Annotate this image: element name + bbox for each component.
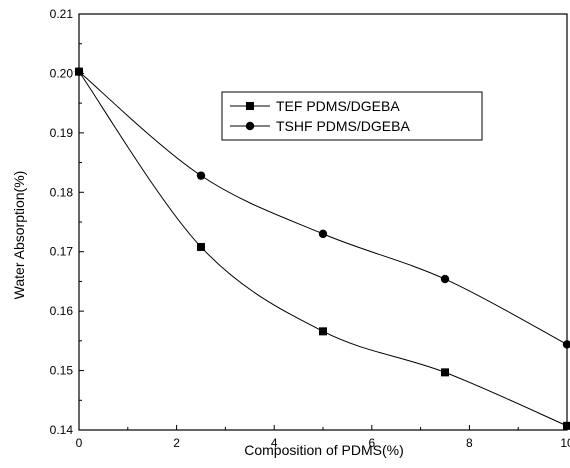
data-point-square [563, 421, 570, 430]
x-tick-label: 2 [173, 436, 180, 450]
y-tick-label: 0.17 [50, 245, 74, 259]
y-tick-label: 0.18 [50, 185, 74, 199]
legend-label: TEF PDMS/DGEBA [276, 98, 400, 114]
legend-entry: TSHF PDMS/DGEBA [230, 118, 410, 134]
x-tick-label: 0 [76, 436, 83, 450]
data-point-circle [74, 67, 84, 76]
x-tick-label: 10 [560, 436, 570, 450]
series-line [78, 71, 568, 427]
data-point-circle [440, 274, 450, 284]
legend: TEF PDMS/DGEBA TSHF PDMS/DGEBA [221, 91, 483, 141]
data-point-square [197, 242, 205, 251]
legend-marker [245, 121, 255, 131]
y-tick-label: 0.15 [50, 364, 74, 378]
series-layer [74, 67, 570, 430]
data-point-circle [318, 229, 328, 239]
legend-entry: TEF PDMS/DGEBA [230, 98, 400, 114]
data-point-square [441, 368, 449, 377]
legend-box [221, 91, 483, 141]
data-point-circle [562, 340, 570, 349]
y-tick-label: 0.19 [50, 126, 74, 140]
y-tick-label: 0.14 [50, 423, 74, 437]
y-tick-label: 0.21 [50, 7, 74, 21]
y-axis-title: Water Absorption(%) [11, 171, 27, 300]
y-tick-label: 0.16 [50, 304, 74, 318]
x-tick-label: 6 [368, 436, 375, 450]
data-point-square [319, 327, 327, 336]
x-axis-title: Composition of PDMS(%) [244, 442, 404, 458]
plot-frame [78, 13, 568, 431]
x-axis-ticks: 0 2 4 6 8 10 [76, 425, 570, 450]
x-tick-label: 4 [271, 436, 278, 450]
x-tick-label: 8 [466, 436, 473, 450]
y-axis-ticks: 0.14 0.15 0.16 0.17 0.18 0.19 0.20 0.21 [50, 7, 84, 437]
y-tick-label: 0.20 [50, 66, 74, 80]
legend-label: TSHF PDMS/DGEBA [276, 118, 410, 134]
plot-area [78, 13, 568, 431]
legend-marker [246, 102, 254, 110]
data-point-circle [196, 171, 206, 180]
series-2 [74, 67, 570, 349]
